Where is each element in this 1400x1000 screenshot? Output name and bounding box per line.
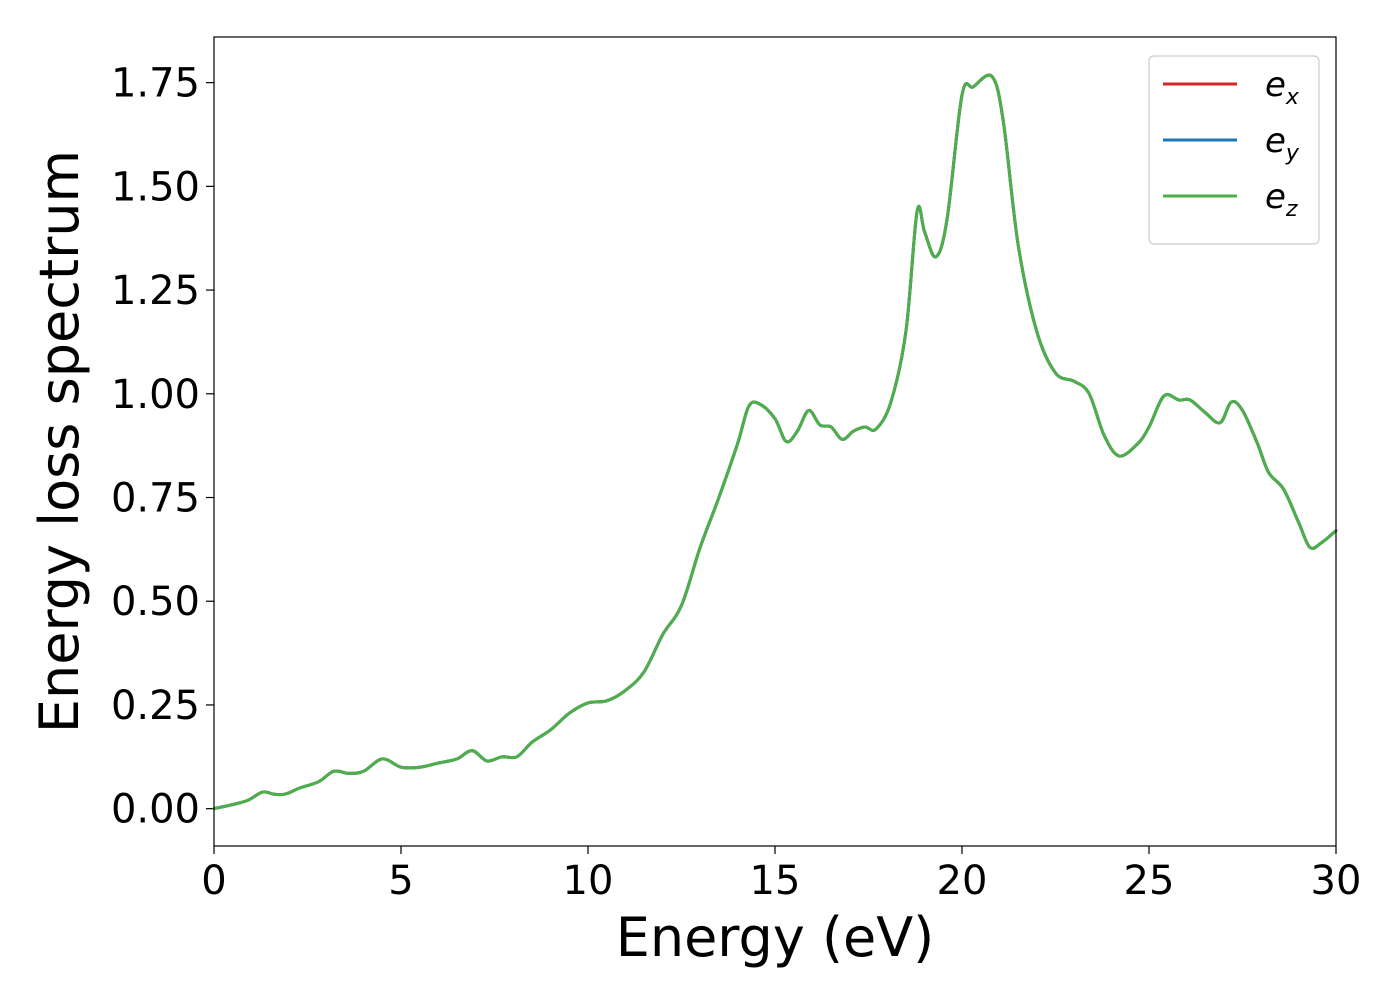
legend-label-e_y: ey [1265,121,1300,166]
y-tick-label: 0.50 [111,579,200,625]
y-tick-label: 0.25 [111,683,200,729]
x-tick-label: 0 [201,858,226,904]
y-tick-label: 1.50 [111,164,200,210]
y-tick-label: 1.25 [111,268,200,314]
y-tick-label: 1.75 [111,61,200,107]
x-tick-label: 15 [750,858,801,904]
x-axis-label: Energy (eV) [616,906,935,969]
legend-label-subscript: x [1285,85,1300,110]
series-line-e_z [212,73,1338,811]
legend-label-subscript: y [1285,141,1300,166]
legend-label-main: e [1265,177,1286,217]
legend-label-e_x: ex [1265,65,1300,110]
y-tick-label: 0.00 [111,787,200,833]
y-tick-label: 0.75 [111,476,200,522]
y-tick-label: 1.00 [111,372,200,418]
x-tick-label: 5 [388,858,413,904]
x-tick-label: 25 [1124,858,1175,904]
x-tick-label: 30 [1311,858,1362,904]
y-axis-label: Energy loss spectrum [28,150,91,733]
plot-frame [213,36,1337,847]
legend-label-e_z: ez [1265,177,1298,222]
legend-label-main: e [1265,121,1286,161]
y-axis-ticks: 0.00 0.25 0.50 0.75 1.00 1.25 1.50 1.75 [111,61,214,833]
legend-label-main: e [1265,65,1286,105]
x-tick-label: 20 [937,858,988,904]
x-tick-label: 10 [563,858,614,904]
x-axis-ticks: 0 5 10 15 20 25 30 [201,846,1361,904]
series-layer [212,73,1338,811]
legend-label-subscript: z [1285,197,1298,222]
